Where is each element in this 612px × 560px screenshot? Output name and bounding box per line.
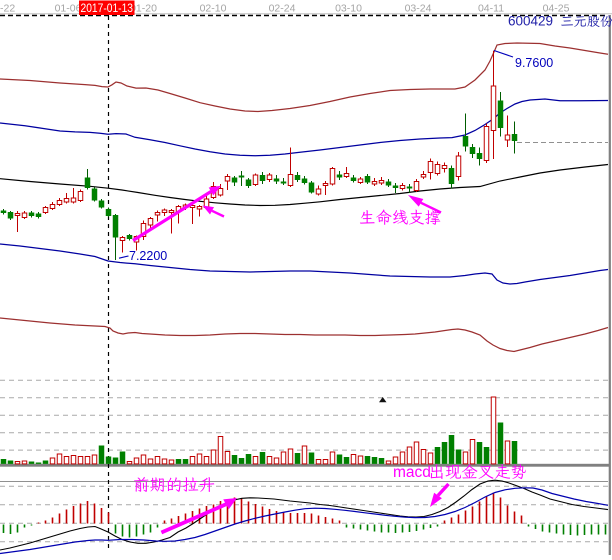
svg-text:02-10: 02-10	[200, 3, 227, 15]
svg-text:03-24: 03-24	[405, 3, 432, 15]
svg-text:600429: 600429	[508, 14, 553, 29]
svg-text:01-20: 01-20	[130, 3, 157, 15]
svg-text:03-10: 03-10	[335, 3, 362, 15]
svg-text:02-24: 02-24	[269, 3, 296, 15]
svg-text:04-11: 04-11	[478, 3, 504, 15]
svg-text:2017-01-13: 2017-01-13	[81, 3, 134, 15]
svg-text:-22: -22	[0, 3, 15, 15]
svg-text:macd: macd	[393, 464, 431, 481]
svg-text:7.2200: 7.2200	[129, 249, 167, 263]
svg-text:9.7600: 9.7600	[515, 56, 553, 70]
svg-text:04-25: 04-25	[543, 3, 570, 15]
svg-text:01-06: 01-06	[55, 3, 82, 15]
